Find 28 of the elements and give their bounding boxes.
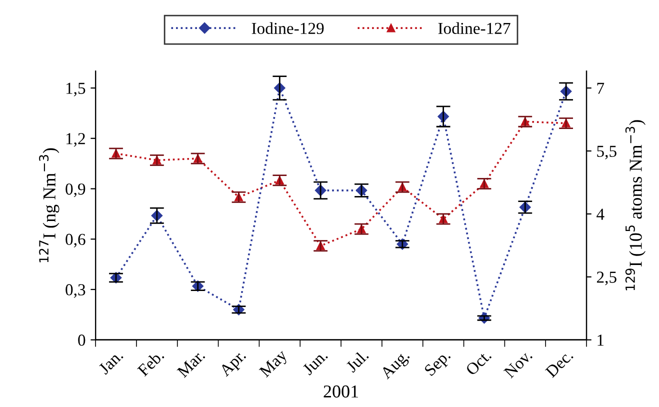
y-tick-label: 1,5 bbox=[66, 82, 86, 96]
y2-tick-label: 5,5 bbox=[597, 146, 616, 160]
x-tick-label: Jan. bbox=[98, 349, 124, 375]
y2-tick-label: 1 bbox=[598, 334, 604, 346]
y-axis-title: $^{127}$I (ng Nm$^{−3}$) bbox=[39, 148, 60, 262]
y-tick-label: 0,3 bbox=[66, 284, 86, 298]
x-axis-title: 2001 bbox=[324, 385, 358, 398]
y-tick-label: 0,9 bbox=[66, 183, 86, 198]
y-tick-label: 0 bbox=[78, 334, 86, 346]
legend-label: Iodine-127 bbox=[438, 22, 510, 34]
legend-label: Iodine-129 bbox=[252, 22, 324, 34]
x-tick-label: Aug. bbox=[380, 349, 412, 382]
x-tick-label: Sep. bbox=[424, 349, 454, 379]
x-tick-label: Oct. bbox=[465, 349, 492, 376]
y-tick-label: 0,6 bbox=[66, 234, 86, 248]
x-tick-label: Dec. bbox=[544, 349, 574, 378]
x-tick-label: Nov. bbox=[503, 349, 533, 379]
x-tick-label: Feb. bbox=[136, 348, 164, 377]
y2-axis-title: $^{129}$I (10$^{5}$ atoms Nm$^{−3}$) bbox=[625, 120, 646, 290]
y2-tick-label: 4 bbox=[596, 208, 604, 220]
x-tick-label: Mar. bbox=[176, 349, 206, 378]
x-tick-label: Jun. bbox=[302, 349, 328, 376]
x-tick-label: Jul. bbox=[345, 348, 370, 373]
x-tick-label: Apr. bbox=[218, 349, 249, 380]
y2-tick-label: 2,5 bbox=[596, 272, 616, 286]
y2-tick-label: 7 bbox=[597, 82, 604, 94]
y-tick-label: 1,2 bbox=[66, 133, 85, 147]
x-tick-label: May bbox=[258, 348, 290, 380]
